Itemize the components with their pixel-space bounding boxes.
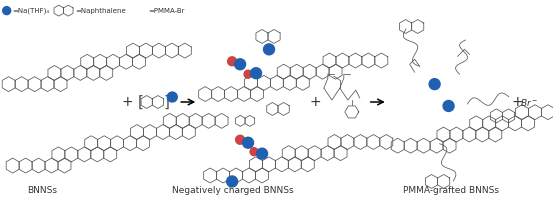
Text: =Na(THF)₄: =Na(THF)₄	[13, 7, 50, 14]
Text: Negatively charged BNNSs: Negatively charged BNNSs	[172, 186, 294, 195]
Circle shape	[228, 57, 237, 66]
Circle shape	[443, 101, 454, 111]
Text: +: +	[121, 95, 133, 109]
Circle shape	[244, 70, 252, 78]
Text: Br$^-$: Br$^-$	[520, 96, 538, 108]
Text: BNNSs: BNNSs	[27, 186, 57, 195]
Circle shape	[3, 7, 11, 15]
Circle shape	[167, 92, 177, 102]
Text: PMMA-grafted BNNSs: PMMA-grafted BNNSs	[403, 186, 499, 195]
Text: [: [	[137, 94, 143, 110]
Text: =Naphthalene: =Naphthalene	[75, 8, 126, 14]
Circle shape	[250, 68, 261, 79]
Circle shape	[235, 135, 244, 144]
Circle shape	[429, 79, 440, 90]
Text: ]: ]	[163, 94, 170, 110]
Text: +: +	[309, 95, 321, 109]
Text: =PMMA-Br: =PMMA-Br	[148, 8, 185, 14]
Circle shape	[257, 148, 268, 159]
Circle shape	[264, 44, 274, 55]
Circle shape	[227, 176, 238, 187]
Text: +: +	[511, 95, 523, 109]
Circle shape	[234, 59, 245, 70]
Circle shape	[243, 137, 254, 148]
Circle shape	[250, 148, 258, 156]
